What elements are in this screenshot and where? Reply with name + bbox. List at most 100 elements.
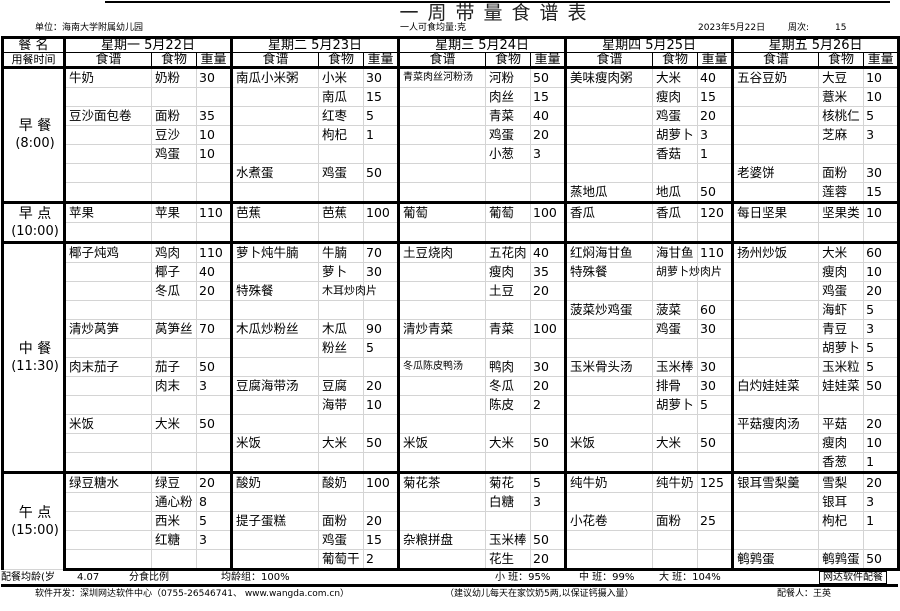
weight-cell: 30 (863, 163, 900, 183)
food-cell: 玉米棒 (485, 530, 532, 550)
dish-cell (565, 106, 654, 126)
weight-cell: 10 (863, 87, 900, 107)
weight-cell (363, 452, 401, 473)
weight-cell (530, 338, 568, 358)
food-cell: 瘦肉 (652, 87, 699, 107)
weight-cell (697, 281, 735, 301)
weight-cell: 30 (697, 319, 735, 339)
weight-cell: 8 (195, 492, 234, 512)
food-cell (318, 182, 365, 203)
dish-cell (64, 549, 152, 571)
dish-cell: 米饭 (64, 414, 152, 434)
dish-cell (231, 338, 320, 358)
weight-cell: 40 (530, 241, 568, 263)
food-cell (151, 300, 197, 320)
planner-label: 配餐人：王英 (777, 589, 832, 599)
food-cell: 红糖 (151, 530, 197, 550)
food-cell: 白糖 (485, 492, 532, 512)
food-cell: 萝卜 (318, 262, 365, 282)
weight-cell: 30 (195, 66, 234, 88)
menu-row: 粉丝 5 胡萝卜 5 (3, 338, 900, 358)
weight-cell (697, 414, 735, 434)
dish-cell (64, 144, 152, 164)
food-column-header: 食物 (151, 52, 197, 68)
day-header-3: 星期三 5月24日 (398, 36, 568, 53)
food-cell (318, 414, 365, 434)
date-label: 2023年5月22日 (698, 23, 766, 33)
weight-cell: 5 (363, 338, 401, 358)
food-cell (652, 338, 699, 358)
weight-cell (195, 182, 234, 203)
unit-note: 一人可食均量:克 (400, 23, 467, 33)
food-cell (485, 163, 532, 183)
dish-cell (565, 163, 654, 183)
dish-cell (565, 492, 654, 512)
dish-cell (398, 549, 487, 571)
dish-cell (565, 125, 654, 145)
food-cell: 大米 (151, 414, 197, 434)
dish-cell (231, 492, 320, 512)
weight-column-header: 重量 (863, 52, 900, 68)
dish-cell (398, 452, 487, 473)
meal-name: 午 点 (18, 504, 52, 521)
weight-cell: 2 (363, 549, 401, 571)
dish-cell (64, 125, 152, 145)
weight-cell: 20 (195, 471, 234, 493)
food-cell: 薏米 (818, 87, 865, 107)
food-cell (652, 414, 699, 434)
dish-cell (398, 163, 487, 183)
dish-cell (398, 414, 487, 434)
weight-cell: 25 (697, 511, 735, 531)
meal-label-1: 早 点 (10:00) (1, 201, 66, 243)
dish-cell (64, 262, 152, 282)
avg-age-value: 4.07 (77, 572, 100, 583)
weight-column-header: 重量 (363, 52, 401, 68)
dish-cell (398, 300, 487, 320)
food-cell: 花生 (485, 549, 532, 571)
weight-cell: 30 (697, 376, 735, 396)
food-cell: 豆腐 (318, 376, 365, 396)
weight-cell: 3 (863, 492, 900, 512)
dish-cell: 青菜肉丝河粉汤 (398, 66, 487, 88)
weight-cell: 20 (863, 471, 900, 493)
dish-cell (398, 511, 487, 531)
weight-cell: 10 (863, 433, 900, 453)
dish-cell: 清炒青菜 (398, 319, 487, 339)
dish-cell (732, 452, 820, 473)
dish-cell (565, 338, 654, 358)
food-cell: 红枣 (318, 106, 365, 126)
weight-cell: 3 (530, 144, 568, 164)
dish-cell (732, 182, 820, 203)
weight-cell: 5 (530, 471, 568, 493)
dish-cell (732, 222, 820, 243)
menu-row: 葡萄干 2 花生 20 鹌鹑蛋 鹌鹑蛋 50 (3, 549, 900, 571)
developer-credit: 软件开发：深圳网达软件中心（0755-26546741、 www.wangda.… (35, 589, 350, 599)
dish-cell (231, 300, 320, 320)
food-cell: 鸡蛋 (652, 319, 699, 339)
food-column-header: 食物 (652, 52, 699, 68)
dish-cell (398, 125, 487, 145)
weight-cell (863, 530, 900, 550)
menu-row: 米饭 大米 50 米饭 大米 50 米饭 大米 50 瘦肉 10 (3, 433, 900, 453)
dish-cell: 提子蛋糕 (231, 511, 320, 531)
menu-row: 豆沙面包卷 面粉 35 红枣 5 青菜 40 鸡蛋 20 核桃仁 5 (3, 106, 900, 126)
weight-cell: 5 (863, 106, 900, 126)
food-cell: 胡萝卜 (652, 125, 699, 145)
brand-label: 网达软件配餐 (819, 571, 887, 584)
dish-cell: 银耳雪梨羹 (732, 471, 820, 493)
dish-cell (231, 395, 320, 415)
dish-cell (64, 338, 152, 358)
food-cell (652, 530, 699, 550)
weight-cell (195, 433, 234, 453)
dish-cell (231, 182, 320, 203)
weight-cell (195, 452, 234, 473)
food-cell: 鹌鹑蛋 (818, 549, 865, 571)
avg-group-ratio: 均龄组：100% (221, 572, 290, 583)
weight-cell: 3 (697, 125, 735, 145)
dish-cell (732, 492, 820, 512)
dish-cell (732, 106, 820, 126)
food-cell (652, 163, 699, 183)
dish-column-header: 食谱 (64, 52, 152, 68)
dish-cell (732, 87, 820, 107)
weight-cell: 50 (530, 66, 568, 88)
